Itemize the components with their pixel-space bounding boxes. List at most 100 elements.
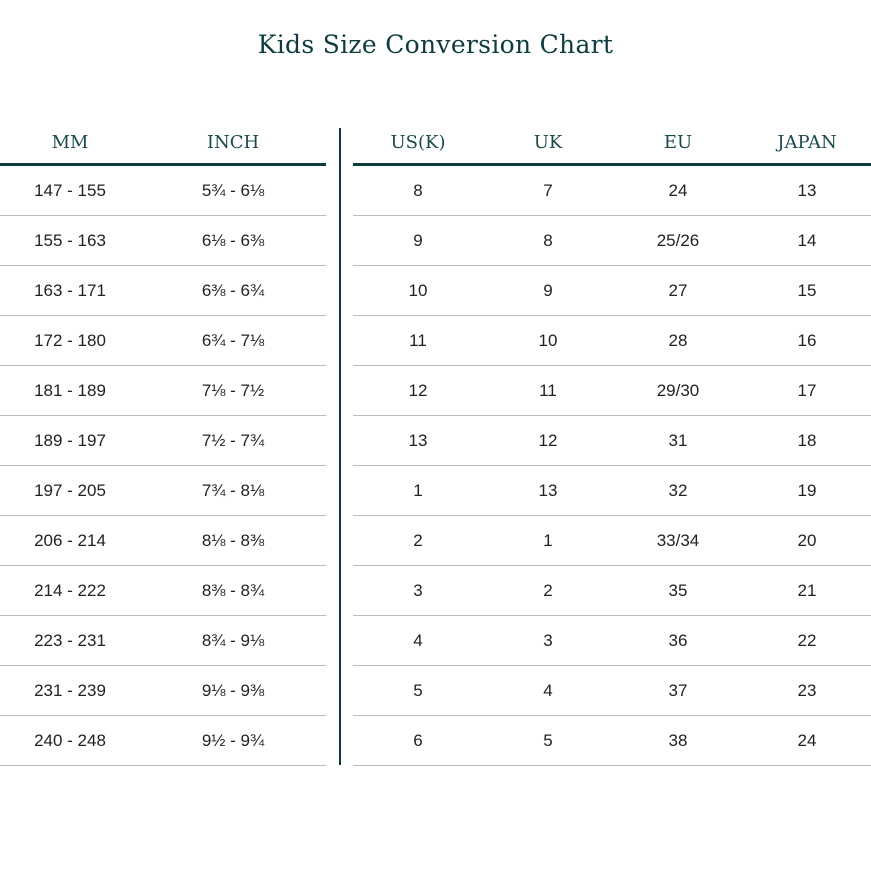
table-row: 214 - 222 8⅜ - 8¾	[0, 566, 326, 616]
table-row: 2 1 33/34 20	[353, 516, 871, 566]
table-row: 163 - 171 6⅜ - 6¾	[0, 266, 326, 316]
us-cell: 6	[413, 730, 423, 750]
us-cell: 13	[408, 430, 428, 450]
us-cell: 12	[408, 380, 428, 400]
eu-cell: 29/30	[656, 380, 700, 400]
japan-cell: 13	[797, 180, 817, 200]
uk-cell: 12	[538, 430, 558, 450]
table-row: 197 - 205 7¾ - 8⅛	[0, 466, 326, 516]
header-japan: JAPAN	[777, 132, 837, 153]
inch-cell: 6⅛ - 6⅜	[201, 230, 265, 250]
mm-cell: 181 - 189	[34, 380, 106, 400]
header-us: US(K)	[390, 132, 446, 153]
mm-cell: 163 - 171	[34, 280, 106, 300]
eu-cell: 38	[668, 730, 688, 750]
japan-cell: 16	[797, 330, 817, 350]
inch-cell: 7¾ - 8⅛	[201, 480, 265, 500]
mm-cell: 197 - 205	[34, 480, 106, 500]
mm-cell: 223 - 231	[34, 630, 106, 650]
header-uk: UK	[533, 132, 563, 153]
table-row: 6 5 38 24	[353, 716, 871, 766]
table-row: 172 - 180 6¾ - 7⅛	[0, 316, 326, 366]
inch-cell: 5¾ - 6⅛	[201, 180, 265, 200]
us-cell: 10	[408, 280, 428, 300]
uk-cell: 4	[543, 680, 553, 700]
inch-cell: 8¾ - 9⅛	[201, 630, 265, 650]
us-cell: 3	[413, 580, 423, 600]
size-table-body: 8 7 24 13 9 8 25/26 14 10 9 27 15 11 10 28 16 12 11 29/30 1…	[353, 166, 871, 766]
uk-cell: 2	[543, 580, 553, 600]
table-row: 9 8 25/26 14	[353, 216, 871, 266]
us-cell: 5	[413, 680, 423, 700]
inch-cell: 6¾ - 7⅛	[201, 330, 265, 350]
japan-cell: 18	[797, 430, 817, 450]
table-divider	[339, 128, 341, 765]
table-row: 4 3 36 22	[353, 616, 871, 666]
inch-cell: 7⅛ - 7½	[201, 380, 265, 400]
mm-cell: 214 - 222	[34, 580, 106, 600]
japan-cell: 15	[797, 280, 817, 300]
table-row: 206 - 214 8⅛ - 8⅜	[0, 516, 326, 566]
us-cell: 4	[413, 630, 423, 650]
eu-cell: 37	[668, 680, 688, 700]
mm-cell: 206 - 214	[34, 530, 106, 550]
inch-cell: 7½ - 7¾	[201, 430, 265, 450]
header-inch: INCH	[206, 132, 260, 153]
table-row: 11 10 28 16	[353, 316, 871, 366]
us-cell: 9	[413, 230, 423, 250]
table-row: 5 4 37 23	[353, 666, 871, 716]
table-row: 155 - 163 6⅛ - 6⅜	[0, 216, 326, 266]
mm-cell: 189 - 197	[34, 430, 106, 450]
size-table: US(K) UK EU JAPAN 8 7 24 13 9 8 25/26 14 10 9 27 15…	[353, 122, 871, 766]
eu-cell: 35	[668, 580, 688, 600]
japan-cell: 17	[797, 380, 817, 400]
eu-cell: 32	[668, 480, 688, 500]
uk-cell: 11	[539, 380, 557, 400]
uk-cell: 8	[543, 230, 553, 250]
table-row: 10 9 27 15	[353, 266, 871, 316]
mm-cell: 155 - 163	[34, 230, 106, 250]
japan-cell: 20	[797, 530, 817, 550]
japan-cell: 14	[797, 230, 817, 250]
eu-cell: 28	[668, 330, 688, 350]
table-row: 223 - 231 8¾ - 9⅛	[0, 616, 326, 666]
inch-cell: 6⅜ - 6¾	[201, 280, 265, 300]
table-row: 13 12 31 18	[353, 416, 871, 466]
size-header-row: US(K) UK EU JAPAN	[353, 122, 871, 166]
japan-cell: 21	[797, 580, 817, 600]
page-title: Kids Size Conversion Chart	[257, 30, 614, 59]
mm-cell: 231 - 239	[34, 680, 106, 700]
inch-cell: 9½ - 9¾	[201, 730, 265, 750]
eu-cell: 27	[668, 280, 688, 300]
table-row: 1 13 32 19	[353, 466, 871, 516]
us-cell: 1	[413, 480, 423, 500]
mm-cell: 240 - 248	[34, 730, 106, 750]
inch-cell: 8⅛ - 8⅜	[201, 530, 265, 550]
table-row: 12 11 29/30 17	[353, 366, 871, 416]
us-cell: 8	[413, 180, 423, 200]
table-row: 189 - 197 7½ - 7¾	[0, 416, 326, 466]
eu-cell: 31	[668, 430, 688, 450]
measurement-header-row: MM INCH	[0, 122, 326, 166]
us-cell: 2	[413, 530, 423, 550]
table-row: 3 2 35 21	[353, 566, 871, 616]
eu-cell: 24	[668, 180, 688, 200]
japan-cell: 23	[797, 680, 817, 700]
table-row: 181 - 189 7⅛ - 7½	[0, 366, 326, 416]
japan-cell: 24	[797, 730, 817, 750]
header-eu: EU	[663, 132, 693, 153]
japan-cell: 22	[797, 630, 817, 650]
inch-cell: 9⅛ - 9⅜	[201, 680, 265, 700]
header-mm: MM	[51, 132, 89, 153]
measurement-table: MM INCH 147 - 155 5¾ - 6⅛ 155 - 163 6⅛ - 6⅜…	[0, 122, 326, 766]
uk-cell: 1	[543, 530, 553, 550]
uk-cell: 13	[538, 480, 558, 500]
eu-cell: 33/34	[656, 530, 700, 550]
table-row: 240 - 248 9½ - 9¾	[0, 716, 326, 766]
eu-cell: 25/26	[656, 230, 700, 250]
us-cell: 11	[409, 330, 427, 350]
uk-cell: 10	[538, 330, 558, 350]
uk-cell: 9	[543, 280, 553, 300]
inch-cell: 8⅜ - 8¾	[201, 580, 265, 600]
mm-cell: 147 - 155	[34, 180, 106, 200]
